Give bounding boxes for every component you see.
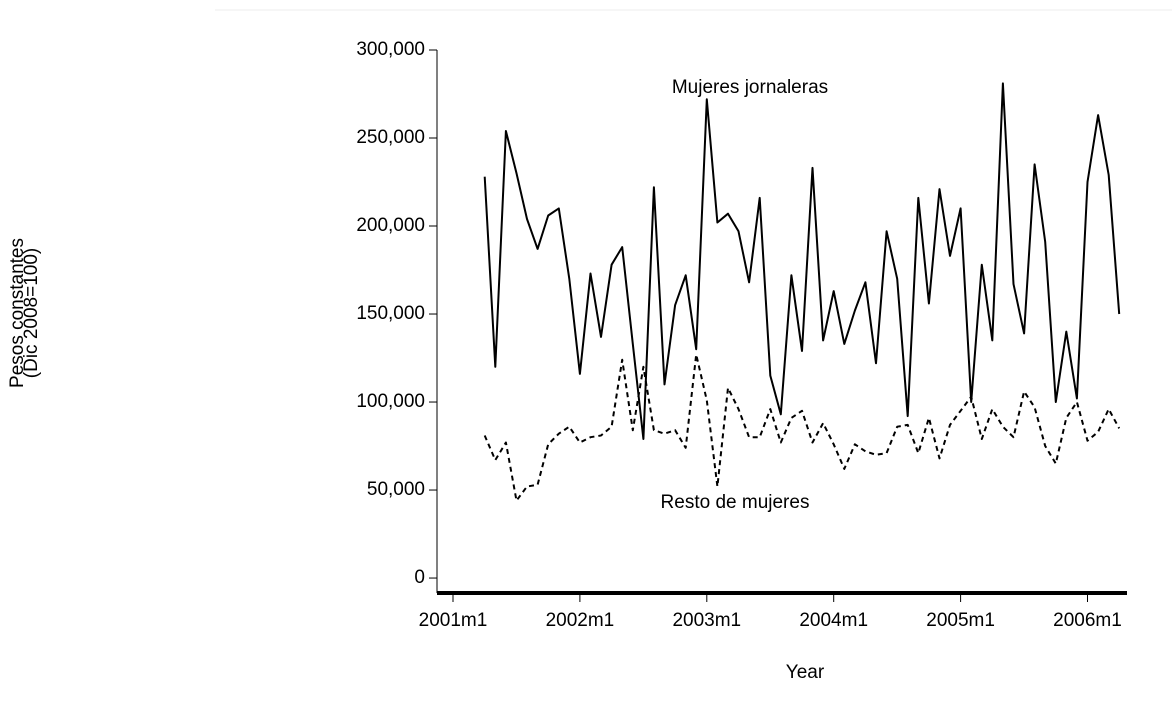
x-tick-label: 2006m1: [1053, 610, 1122, 631]
y-tick-label: 200,000: [356, 215, 425, 236]
annotation: Resto de mujeres: [661, 492, 810, 513]
y-axis-title: Pesos constantes: [7, 238, 28, 388]
x-tick-label: 2005m1: [926, 610, 995, 631]
y-tick-label: 150,000: [356, 303, 425, 324]
annotation: Mujeres jornaleras: [672, 77, 828, 98]
line-series: [483, 82, 1121, 440]
x-tick-label: 2004m1: [799, 610, 868, 631]
y-tick-label: 250,000: [356, 127, 425, 148]
x-tick-label: 2003m1: [672, 610, 741, 631]
y-tick-label: 0: [414, 567, 425, 588]
y-tick-label: 50,000: [367, 479, 425, 500]
y-axis-title: (Dic 2008=100): [21, 248, 42, 378]
x-tick-label: 2002m1: [546, 610, 615, 631]
line-series: [483, 353, 1121, 502]
x-tick-label: 2001m1: [419, 610, 488, 631]
x-axis-title: Year: [786, 662, 825, 683]
y-tick-label: 300,000: [356, 39, 425, 60]
y-tick-label: 100,000: [356, 391, 425, 412]
